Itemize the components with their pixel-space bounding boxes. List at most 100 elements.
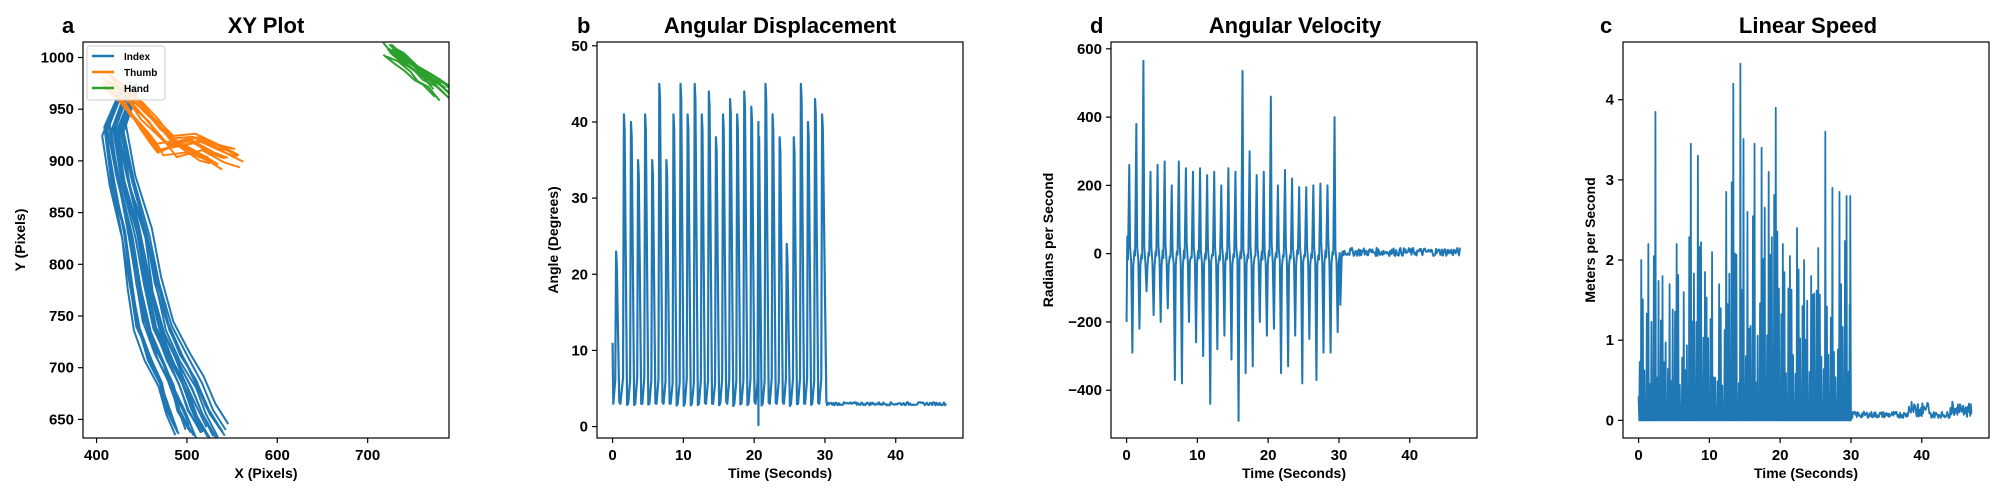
xy-y-axis-label: Y (Pixels): [12, 209, 28, 272]
xy-x-ticks: 400 500 600 700: [84, 438, 380, 464]
legend-label-hand: Hand: [124, 84, 149, 95]
angular-velocity-x-axis-label: Time (Seconds): [1242, 465, 1346, 481]
y-tick-label: 700: [49, 360, 74, 377]
angular-displacement-plot-area: [611, 82, 947, 427]
panel-letter-a: a: [62, 13, 75, 38]
y-tick-label: −400: [1068, 382, 1102, 399]
linear-speed-plot-area: [1637, 62, 1973, 422]
series-index: [101, 80, 230, 438]
x-tick-label: 20: [1260, 447, 1277, 464]
y-tick-label: 400: [1077, 109, 1102, 126]
x-tick-label: 0: [1122, 447, 1130, 464]
y-tick-label: 3: [1606, 172, 1614, 189]
angular-velocity-panel: d Angular Velocity 0 10 20 30 40 −400 −200 0 20…: [1040, 13, 1478, 481]
y-tick-label: 4: [1606, 92, 1615, 109]
angular-velocity-series-line: [1125, 59, 1462, 422]
angle-series-line: [611, 82, 947, 427]
x-tick-label: 500: [174, 447, 199, 464]
legend-box: [86, 45, 166, 101]
x-tick-label: 20: [1772, 447, 1789, 464]
y-tick-label: −200: [1068, 314, 1102, 331]
angular-velocity-title: Angular Velocity: [1209, 13, 1382, 38]
linear-speed-series-line: [1637, 62, 1973, 422]
y-tick-label: 2: [1606, 252, 1614, 269]
y-tick-label: 10: [571, 342, 588, 359]
x-tick-label: 30: [817, 447, 834, 464]
y-tick-label: 1000: [41, 50, 74, 67]
angular-displacement-frame: [596, 41, 964, 439]
series-cycle-hand: [387, 47, 449, 93]
series-cycle-index: [103, 84, 179, 431]
xy-plot-frame: [82, 41, 450, 439]
y-tick-label: 900: [49, 153, 74, 170]
y-tick-label: 950: [49, 101, 74, 118]
y-tick-label: 0: [580, 419, 588, 436]
xy-plot-area: [101, 42, 449, 438]
y-tick-label: 30: [571, 190, 588, 207]
linear-speed-x-axis-label: Time (Seconds): [1754, 465, 1858, 481]
panel-letter-b: b: [577, 13, 590, 38]
y-tick-label: 750: [49, 308, 74, 325]
xy-x-axis-label: X (Pixels): [234, 465, 297, 481]
x-tick-label: 40: [887, 447, 904, 464]
x-tick-label: 10: [1189, 447, 1206, 464]
x-tick-label: 0: [1634, 447, 1642, 464]
angular-displacement-title: Angular Displacement: [664, 13, 897, 38]
series-cycle-index: [125, 82, 230, 425]
series-hand: [382, 42, 449, 102]
linear-speed-panel: c Linear Speed 0 10 20 30 40 0 1 2 3 4 Time (Sec…: [1582, 13, 1990, 481]
series-cycle-index: [121, 92, 219, 438]
legend-label-index: Index: [124, 52, 151, 63]
series-cycle-index: [110, 88, 195, 437]
angular-velocity-x-ticks: 0 10 20 30 40: [1122, 438, 1418, 464]
legend-label-thumb: Thumb: [124, 68, 157, 79]
series-cycle-index: [113, 91, 209, 438]
series-cycle-hand: [388, 51, 449, 99]
angular-velocity-frame: [1110, 41, 1478, 439]
x-tick-label: 400: [84, 447, 109, 464]
y-tick-label: 1: [1606, 332, 1614, 349]
x-tick-label: 40: [1401, 447, 1418, 464]
x-tick-label: 700: [355, 447, 380, 464]
x-tick-label: 0: [608, 447, 616, 464]
angular-displacement-x-axis-label: Time (Seconds): [728, 465, 832, 481]
angular-velocity-y-ticks: −400 −200 0 200 400 600: [1068, 41, 1111, 399]
panel-letter-d: d: [1090, 13, 1103, 38]
y-tick-label: 40: [571, 114, 588, 131]
series-cycle-index: [112, 90, 202, 433]
series-cycle-hand: [385, 55, 441, 102]
y-tick-label: 0: [1094, 246, 1102, 263]
xy-plot-title: XY Plot: [228, 13, 305, 38]
linear-speed-x-ticks: 0 10 20 30 40: [1634, 438, 1930, 464]
x-tick-label: 10: [675, 447, 692, 464]
x-tick-label: 30: [1843, 447, 1860, 464]
angular-displacement-y-ticks: 0 10 20 30 40 50: [571, 38, 597, 436]
xy-y-ticks: 650 700 750 800 850 900 950 1000: [41, 50, 83, 428]
series-cycle-hand: [382, 53, 436, 98]
x-tick-label: 10: [1701, 447, 1718, 464]
series-cycle-index: [101, 90, 177, 436]
angular-displacement-panel: b Angular Displacement 0 10 20 30 40 0 10 20 30…: [545, 13, 964, 481]
y-tick-label: 0: [1606, 412, 1614, 429]
linear-speed-y-axis-label: Meters per Second: [1582, 177, 1598, 302]
linear-speed-title: Linear Speed: [1739, 13, 1877, 38]
series-cycle-index: [122, 88, 227, 431]
series-cycle-index: [118, 94, 218, 438]
series-cycle-hand: [391, 48, 449, 90]
series-cycle-hand: [389, 44, 449, 87]
xy-legend: Index Thumb Hand: [86, 45, 166, 101]
y-tick-label: 800: [49, 256, 74, 273]
angular-velocity-plot-area: [1125, 59, 1462, 422]
linear-speed-frame: [1622, 41, 1990, 439]
y-tick-label: 20: [571, 266, 588, 283]
y-tick-label: 650: [49, 411, 74, 428]
y-tick-label: 600: [1077, 41, 1102, 58]
y-tick-label: 200: [1077, 177, 1102, 194]
angular-displacement-y-axis-label: Angle (Degrees): [545, 186, 561, 293]
x-tick-label: 600: [265, 447, 290, 464]
y-tick-label: 850: [49, 205, 74, 222]
linear-speed-y-ticks: 0 1 2 3 4: [1606, 92, 1623, 429]
x-tick-label: 20: [746, 447, 763, 464]
x-tick-label: 40: [1913, 447, 1930, 464]
